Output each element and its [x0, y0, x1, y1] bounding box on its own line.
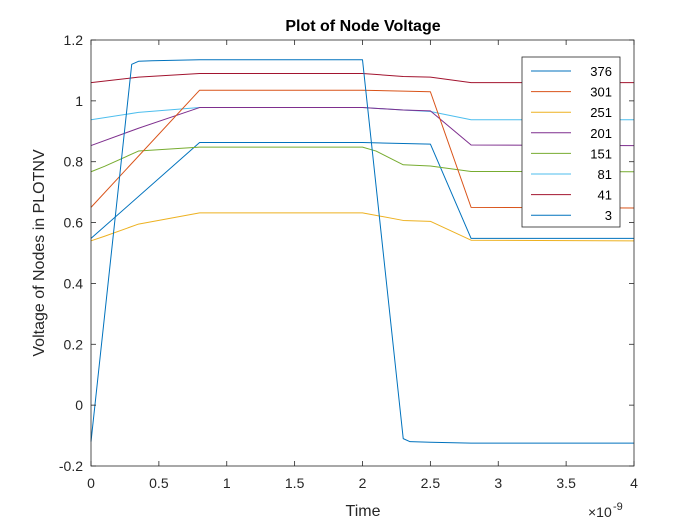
series-line-301 — [90, 89, 635, 209]
legend-label: 201 — [590, 126, 612, 141]
series-line-41 — [90, 72, 634, 84]
legend-label: 41 — [598, 188, 612, 203]
x-tick-label: 3 — [494, 475, 502, 491]
series-line-201 — [90, 107, 635, 147]
y-axis-ticks: -0.2 0 0.2 0.4 0.6 0.8 1 1.2 — [59, 32, 634, 474]
x-axis-exponent: ×10 -9 — [588, 501, 623, 520]
x-tick-label: 1.5 — [285, 475, 305, 491]
x-tick-label: 3.5 — [556, 475, 576, 491]
y-tick-label: 0.4 — [64, 275, 84, 291]
series-layer — [90, 59, 635, 444]
y-tick-label: -0.2 — [59, 458, 83, 474]
x-tick-label: 0 — [87, 475, 95, 491]
legend-entries: 376 301 251 201 151 81 41 3 — [531, 64, 612, 223]
y-tick-label: 1.2 — [64, 32, 84, 48]
x-tick-label: 2 — [359, 475, 367, 491]
series-line-376 — [90, 59, 634, 444]
y-axis-label: Voltage of Nodes in PLOTNV — [31, 149, 48, 357]
x-tick-label: 4 — [630, 475, 638, 491]
y-tick-label: 0.8 — [64, 154, 84, 170]
chart-title: Plot of Node Voltage — [285, 18, 440, 35]
x-tick-label: 1 — [223, 475, 231, 491]
x-tick-label: 2.5 — [421, 475, 441, 491]
legend-label: 81 — [598, 167, 612, 182]
legend-label: 301 — [590, 85, 612, 100]
x-axis-exponent-base: ×10 — [588, 504, 612, 520]
y-tick-label: 0 — [75, 397, 83, 413]
y-tick-label: 0.2 — [64, 336, 84, 352]
legend-label: 3 — [605, 208, 612, 223]
x-axis-ticks: 0 0.5 1 1.5 2 2.5 3 3.5 4 — [87, 40, 638, 491]
y-tick-label: 0.6 — [64, 215, 84, 231]
legend-label: 151 — [590, 146, 612, 161]
x-tick-label: 0.5 — [149, 475, 169, 491]
legend[interactable]: 376 301 251 201 151 81 41 3 — [521, 56, 621, 228]
x-axis-label: Time — [346, 503, 381, 520]
series-line-3 — [90, 142, 634, 239]
x-axis-exponent-power: -9 — [613, 501, 623, 513]
legend-label: 376 — [590, 64, 612, 79]
y-tick-label: 1 — [75, 93, 83, 109]
legend-box — [521, 56, 621, 228]
legend-label: 251 — [590, 105, 612, 120]
series-line-251 — [90, 212, 635, 242]
